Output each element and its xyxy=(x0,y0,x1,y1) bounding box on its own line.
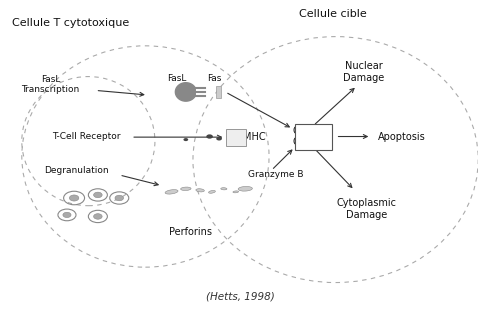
Polygon shape xyxy=(175,83,195,101)
Text: Caspase
Cascade: Caspase Cascade xyxy=(292,126,333,147)
Text: T-Cell Receptor: T-Cell Receptor xyxy=(52,132,120,141)
Text: Cellule T cytotoxique: Cellule T cytotoxique xyxy=(12,18,129,28)
Circle shape xyxy=(94,214,102,219)
Text: FasL: FasL xyxy=(166,74,186,83)
Text: Perforins: Perforins xyxy=(169,227,212,237)
Bar xyxy=(226,129,246,146)
Text: Cytoplasmic
Damage: Cytoplasmic Damage xyxy=(336,198,396,219)
Text: Nuclear
Damage: Nuclear Damage xyxy=(343,61,384,83)
Circle shape xyxy=(216,137,221,141)
Circle shape xyxy=(183,138,188,141)
Text: MHC: MHC xyxy=(242,131,265,141)
Text: Granzyme B: Granzyme B xyxy=(247,171,302,179)
Ellipse shape xyxy=(208,190,215,193)
Ellipse shape xyxy=(165,190,178,194)
Text: Apoptosis: Apoptosis xyxy=(377,131,425,141)
Text: Fas: Fas xyxy=(207,74,221,83)
Ellipse shape xyxy=(195,189,204,192)
Ellipse shape xyxy=(238,187,252,191)
Text: (Hetts, 1998): (Hetts, 1998) xyxy=(206,291,274,301)
Text: FasL
Transcription: FasL Transcription xyxy=(21,74,79,94)
Ellipse shape xyxy=(220,188,227,190)
Ellipse shape xyxy=(180,187,191,191)
Ellipse shape xyxy=(232,191,238,193)
Text: Degranulation: Degranulation xyxy=(44,166,108,175)
Circle shape xyxy=(63,212,71,218)
Circle shape xyxy=(94,192,102,198)
Text: Cellule cible: Cellule cible xyxy=(299,8,366,18)
Circle shape xyxy=(206,134,213,139)
Bar xyxy=(294,124,331,150)
Circle shape xyxy=(69,195,79,201)
Circle shape xyxy=(115,195,123,201)
Bar xyxy=(216,86,221,98)
